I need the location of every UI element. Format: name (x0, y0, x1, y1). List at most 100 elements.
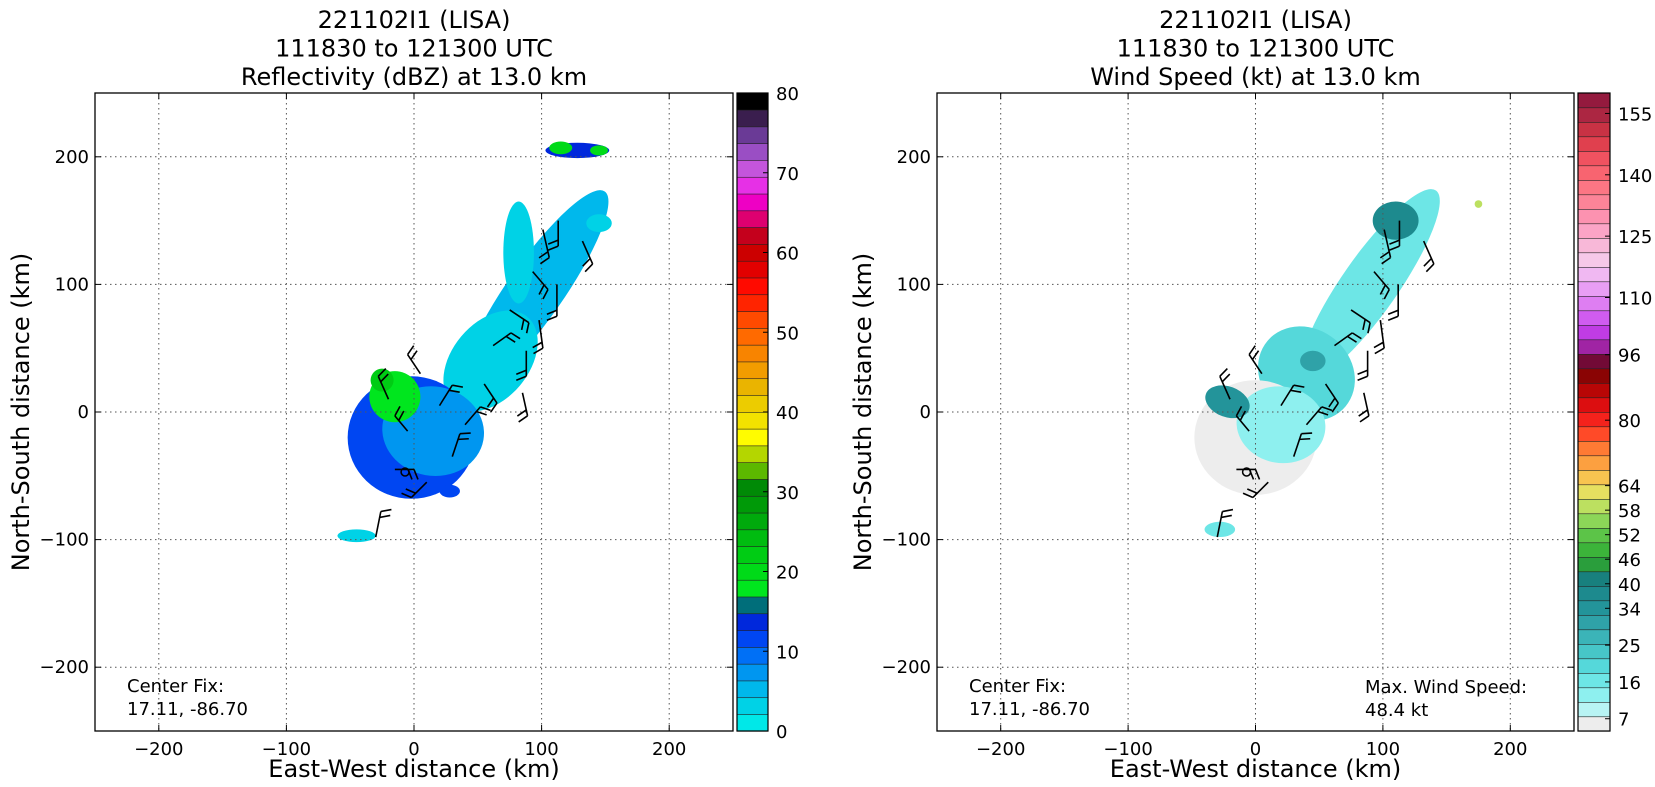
colorbar-swatch (736, 260, 769, 279)
wind-barb-flag (547, 239, 559, 245)
wind-barb-flag (538, 251, 549, 259)
wind-barb-flag (380, 373, 389, 383)
colorbar-swatch (1577, 368, 1611, 384)
colorbar-swatch (736, 310, 769, 329)
wind-barb-flag (380, 508, 392, 513)
wind-barb (464, 406, 481, 426)
colorbar-swatch (1577, 629, 1611, 645)
colorbar-tick-label: 46 (1618, 550, 1641, 571)
x-tick-label: −100 (262, 739, 311, 760)
wind-barb (451, 433, 461, 457)
wind-barb (532, 271, 549, 291)
wind-barb-flag (542, 289, 549, 300)
colorbar-swatch (736, 697, 769, 715)
colorbar-tick-label: 34 (1618, 599, 1641, 620)
wind-barb-flag (1373, 341, 1384, 349)
field-cell (1372, 201, 1419, 240)
wind-barb-flag (1248, 345, 1256, 356)
annotation-text: 17.11, -86.70 (969, 699, 1090, 720)
wind-barb-flag (1299, 437, 1311, 441)
y-tick-label: 200 (897, 147, 931, 168)
colorbar-swatch (1577, 310, 1611, 326)
x-tick-label: 100 (524, 739, 558, 760)
wind-barb-flag (1222, 508, 1234, 513)
colorbar-swatch (1577, 295, 1611, 312)
wind-barb-flag (459, 432, 471, 435)
wind-barb-flag (518, 415, 529, 423)
colorbar-swatch (736, 327, 769, 346)
axis-ticks: −200 −100 0 100 200 −200 −100 0 100 200 (40, 93, 733, 760)
field-cell (337, 529, 376, 543)
wind-barb (581, 240, 594, 265)
wind-barb-flag (1317, 410, 1329, 416)
wind-barb-flag (1221, 514, 1232, 519)
wind-barb-flag (486, 397, 495, 408)
field-cell (1236, 386, 1326, 464)
colorbar-swatch (1577, 687, 1611, 703)
colorbar-tick-label: 52 (1618, 526, 1641, 547)
wind-barb-flag (377, 367, 387, 377)
wind-barb-flag (448, 389, 460, 393)
wind-barb-flag (394, 405, 401, 417)
colorbar-swatch (736, 126, 769, 144)
y-tick-label: 100 (897, 274, 931, 295)
colorbar-swatch (736, 159, 769, 178)
colorbar-swatch (1577, 208, 1611, 225)
chart-title-line: 221102I1 (LISA) (1159, 6, 1352, 34)
colorbar-swatch (736, 629, 769, 648)
wind-barb-flag (1381, 256, 1391, 265)
wind-barb-flag (1254, 469, 1261, 480)
x-tick-label: −200 (976, 739, 1025, 760)
wind-barb-flag (582, 257, 591, 267)
wind-barb-flag (405, 488, 417, 494)
wind-barb (374, 511, 382, 538)
wind-barb-flag (1425, 263, 1435, 273)
wind-barb-flag (401, 492, 412, 499)
colorbar-swatch (736, 210, 769, 228)
annotation-text: 17.11, -86.70 (127, 699, 248, 720)
wind-barb-flag (1235, 405, 1243, 417)
colorbar-swatch (1577, 440, 1611, 457)
wind-barb-flag (516, 409, 527, 417)
chart-title-line: 111830 to 121300 UTC (1117, 35, 1395, 63)
colorbar-swatch (1577, 179, 1611, 196)
wind-barb-flag (1379, 284, 1387, 295)
wind-barb-flag (410, 350, 418, 361)
wind-barb-flag (1293, 384, 1305, 388)
colorbar-swatch (1577, 150, 1611, 167)
colorbar-swatch (1577, 324, 1611, 341)
wind-barb-flag (539, 256, 550, 265)
wind-barb (1324, 383, 1339, 404)
wind-barb (438, 384, 453, 407)
grid (95, 93, 733, 731)
colorbar-tick-label: 20 (776, 563, 799, 584)
y-tick-label: 100 (55, 274, 89, 295)
wind-barb (483, 383, 498, 404)
wind-barb (1280, 384, 1295, 407)
x-tick-label: 200 (652, 739, 686, 760)
wind-barb-flag (1328, 397, 1336, 408)
data-field (1194, 189, 1483, 538)
colorbar-swatch (736, 109, 769, 128)
colorbar-tick-label: 50 (776, 323, 799, 344)
grid (937, 93, 1574, 731)
colorbar-swatch (736, 294, 769, 312)
colorbar-swatch (1577, 513, 1611, 529)
wind-barb-flag (584, 263, 594, 273)
annotation-text: 48.4 kt (1365, 700, 1428, 721)
colorbar-swatch (1577, 237, 1611, 254)
colorbar-tick-label: 80 (1618, 411, 1641, 432)
colorbar-swatch (1577, 107, 1611, 123)
center-fix-marker (400, 467, 410, 477)
annotation-text: Center Fix: (969, 676, 1066, 697)
wind-barb-flag (1301, 432, 1313, 435)
wind-barb (1373, 271, 1390, 291)
wind-barb-flag (406, 345, 415, 356)
colorbar-swatch (736, 546, 769, 564)
colorbar-swatch (1577, 382, 1611, 399)
wind-barb (1422, 240, 1435, 265)
colorbar-swatch (736, 227, 769, 245)
colorbar-swatch (736, 176, 769, 195)
wind-barb (509, 309, 530, 324)
colorbar-tick-label: 80 (776, 84, 799, 105)
